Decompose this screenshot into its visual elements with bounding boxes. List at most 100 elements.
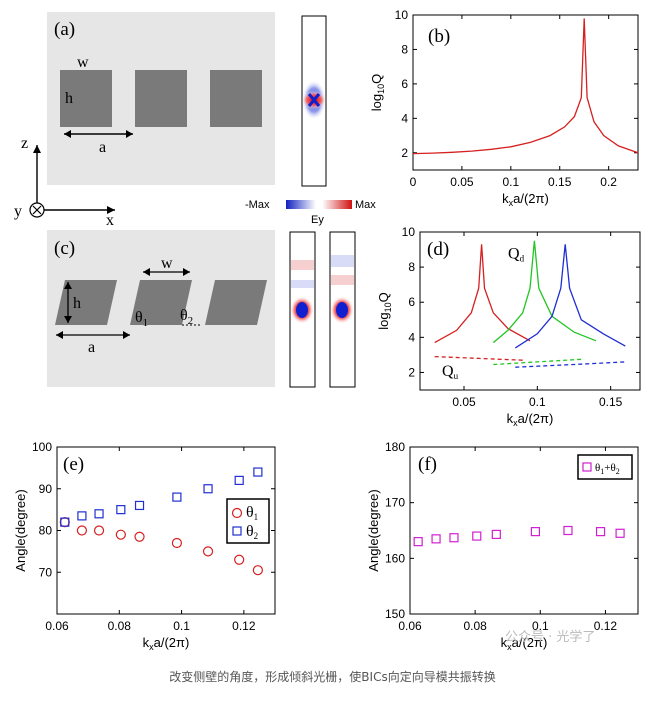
legend-marker-square [232,526,242,536]
y-axis-label: Angle(degree) [366,489,381,571]
legend-theta1: θ1 [246,504,258,522]
tilted-block-1 [55,280,117,325]
y-axis-label: Angle(degree) [13,489,28,571]
marker-square [172,492,182,502]
x-tick-label: 0.1 [502,175,519,189]
marker-square [60,517,70,527]
charts-layer: 0 0.05 0.1 0.15 0.2 2 4 6 8 10 kxa/(2π) log10Q (b) 0.… [13,8,641,652]
marker-square [116,505,126,515]
x-tick-label: 0.2 [600,175,617,189]
colorbar-name: Ey [311,214,324,226]
marker-square [563,525,573,536]
y-tick-label: 70 [39,565,53,579]
panel-c-schematic: (c) w h a θ1 θ2 [47,230,275,387]
y-tick-label: 10 [395,8,409,22]
height-label-c: h [73,295,81,312]
y-tick-label: 180 [385,440,405,454]
legend-box [577,454,633,480]
field-map-c-1 [289,231,316,388]
marker-square [449,533,459,543]
height-label-a: h [65,90,73,107]
chart-d: 0.05 0.1 0.15 2 4 6 8 10 kxa/(2π) log10Q (d) Qd Qu [376,225,641,428]
x-axis-label: kxa/(2π) [502,191,549,208]
field-map-c-2 [329,231,356,388]
legend-marker-square [582,462,592,472]
marker-circle [134,531,145,542]
period-arrowheads-a [64,130,133,138]
period-label-c: a [88,339,95,356]
x-tick-label: 0.05 [450,175,474,189]
x-axis-label: kxa/(2π) [143,635,190,652]
grating-block-1 [60,70,112,127]
tilted-block-3 [205,280,267,325]
marker-square [203,484,213,494]
y-tick-label: 80 [39,524,53,538]
marker-square [530,527,541,537]
marker-square [94,509,104,519]
plot-frame [412,14,639,171]
chart-e: 0.06 0.08 0.1 0.12 70 80 90 100 kxa/(2π) Angle(de… [13,440,276,652]
series-line-blue [514,244,626,349]
panel-label: (b) [428,26,450,47]
watermark: 公众号 · 光学了 [505,630,596,645]
marker-circle [59,517,70,528]
y-axis-label: y [14,203,22,220]
x-tick-label: 0.06 [398,619,422,633]
annotation-qd: Qd [508,245,525,263]
marker-circle [76,525,88,536]
x-tick-label: 0.05 [452,395,476,409]
x-tick-label: 0.1 [173,619,190,633]
field-map-a [301,15,327,187]
y-axis-label: log10Q [376,292,393,330]
legend-theta2: θ2 [246,523,258,541]
dashed-series-green [493,358,582,366]
y-axis-label: log10Q [369,74,386,112]
y-tick-label: 4 [401,111,408,125]
marker-circle [171,537,182,549]
marker-circle [115,529,126,540]
marker-circle [252,565,263,576]
y-tick-label: 6 [401,77,408,91]
legend-box [226,498,270,544]
tilted-block-2 [130,280,192,325]
colorbar-min: -Max [245,199,270,211]
figure-caption: 改变侧壁的角度，形成倾斜光栅，使BICs向定向导模共振转换 [169,670,496,684]
legend-theta-sum: θ1+θ2 [595,462,620,476]
y-tick-label: 160 [385,551,405,565]
panel-c-label: (c) [54,238,75,259]
marker-square [472,531,482,541]
x-tick-label: 0.12 [232,619,256,633]
x-tick-label: 0.08 [463,619,487,633]
series-line-red [434,244,531,344]
period-label-a: a [99,139,106,156]
y-tick-label: 10 [402,225,416,239]
x-axis-label: kxa/(2π) [501,635,548,652]
z-axis-label: z [21,135,28,152]
panel-label: (e) [63,454,84,475]
y-tick-label: 90 [39,482,53,496]
marker-circle [93,525,105,536]
x-tick-label: 0.08 [108,619,132,633]
panel-label: (d) [427,239,449,260]
panel-a-label: (a) [54,19,75,40]
x-tick-label: 0.15 [548,175,572,189]
x-tick-label: 0 [410,175,417,189]
width-label-a: w [77,54,89,71]
y-tick-label: 2 [401,146,408,160]
plot-frame [419,231,641,391]
x-tick-label: 0.15 [599,395,623,409]
marker-square [253,467,263,477]
series-line-red [412,18,639,155]
grating-block-3 [210,70,262,127]
annotation-qu: Qu [442,363,459,381]
dashed-series-red [434,355,523,361]
plot-frame [409,446,639,615]
marker-square [491,529,501,539]
marker-square [595,527,606,537]
grating-block-2 [135,70,187,127]
y-tick-label: 2 [408,365,415,379]
y-tick-label: 8 [408,260,415,274]
marker-square [413,537,423,547]
coordinate-axes: z y x [14,135,115,229]
